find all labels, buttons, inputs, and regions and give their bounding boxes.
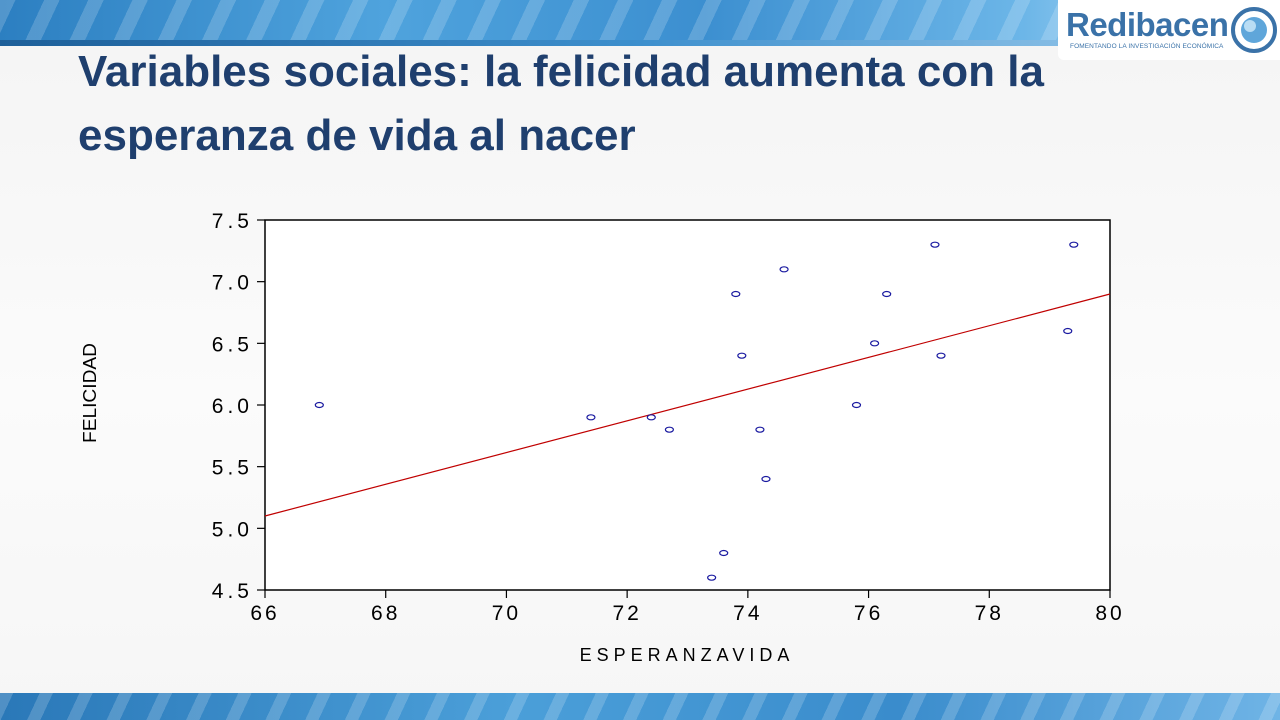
scatter-point bbox=[646, 414, 656, 421]
x-tick-label: 76 bbox=[854, 602, 883, 625]
scatter-point bbox=[707, 574, 717, 581]
scatter-point bbox=[737, 352, 747, 359]
fit-line bbox=[264, 293, 1111, 517]
scatter-point bbox=[870, 340, 880, 347]
y-tick-label: 7.5 bbox=[212, 210, 253, 233]
scatter-point bbox=[664, 426, 674, 433]
scatter-point bbox=[1069, 241, 1079, 248]
data-points bbox=[314, 241, 1079, 581]
scatter-point bbox=[586, 414, 596, 421]
x-tick-label: 68 bbox=[371, 602, 400, 625]
scatter-point bbox=[851, 401, 862, 409]
x-tick-label: 78 bbox=[975, 602, 1004, 625]
y-tick-label: 6.0 bbox=[212, 395, 253, 418]
x-tick-label: 80 bbox=[1095, 602, 1124, 625]
scatter-point bbox=[731, 290, 741, 298]
y-tick-label: 4.5 bbox=[212, 580, 253, 603]
logo: Redibacen FOMENTANDO LA INVESTIGACIÓN EC… bbox=[1058, 0, 1280, 60]
x-tick-label: 70 bbox=[492, 602, 521, 625]
scatter-point bbox=[314, 401, 324, 409]
scatter-point bbox=[936, 352, 946, 359]
scatter-point bbox=[930, 241, 940, 248]
scatter-point bbox=[882, 290, 892, 298]
bottom-banner bbox=[0, 693, 1280, 720]
scatter-point bbox=[755, 426, 765, 433]
x-tick-label: 66 bbox=[250, 602, 279, 625]
scatter-chart: 4.5 5.0 5.5 6.0 6.5 7.0 7.5 66 68 70 72 74 76 78 80 E… bbox=[80, 210, 1124, 665]
y-tick-label: 7.0 bbox=[212, 272, 253, 295]
scatter-point bbox=[719, 549, 729, 557]
logo-name: Redibacen bbox=[1066, 6, 1229, 43]
x-axis-label: ESPERANZAVIDA bbox=[580, 645, 795, 665]
globe-icon bbox=[1231, 7, 1277, 53]
y-axis: 4.5 5.0 5.5 6.0 6.5 7.0 7.5 bbox=[212, 210, 265, 603]
slide-title: Variables sociales: la felicidad aumenta… bbox=[78, 47, 1044, 160]
y-axis-label: FELICIDAD bbox=[80, 343, 100, 443]
logo-tagline: FOMENTANDO LA INVESTIGACIÓN ECONÓMICA bbox=[1070, 43, 1224, 50]
fit-line-group bbox=[264, 293, 1111, 517]
y-tick-label: 6.5 bbox=[212, 333, 253, 356]
y-tick-label: 5.5 bbox=[212, 457, 253, 480]
y-tick-label: 5.0 bbox=[212, 518, 253, 541]
scatter-point bbox=[779, 266, 789, 273]
scatter-point bbox=[761, 475, 771, 483]
scatter-point bbox=[1063, 327, 1073, 335]
x-axis: 66 68 70 72 74 76 78 80 bbox=[250, 590, 1124, 625]
x-tick-label: 72 bbox=[612, 602, 641, 625]
x-tick-label: 74 bbox=[733, 602, 762, 625]
